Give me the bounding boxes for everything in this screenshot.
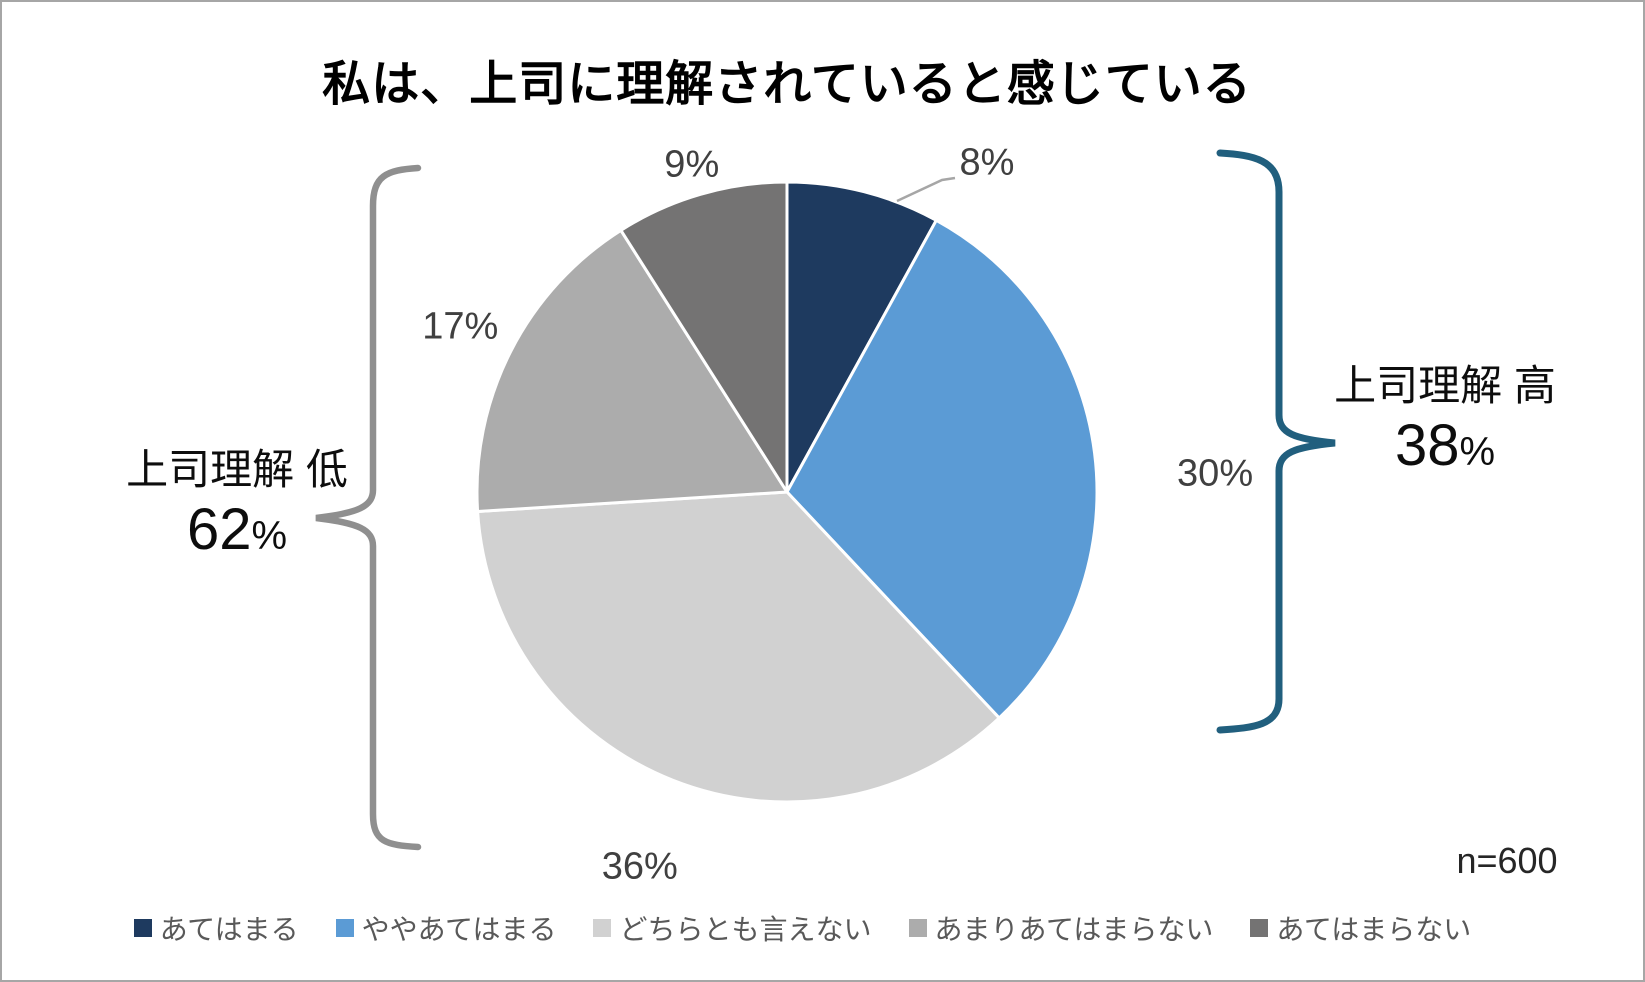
slice-label-5: 9% — [664, 143, 720, 186]
annotation-low-label: 上司理解 低 — [126, 446, 348, 493]
legend-swatch — [133, 919, 152, 937]
legend-label: あてはまらない — [1276, 914, 1472, 945]
legend-item-5: あてはまらない — [1250, 908, 1471, 948]
pie-slices — [475, 180, 1099, 804]
legend-swatch — [908, 919, 927, 937]
pie-slice-5 — [619, 180, 789, 494]
annotation-high-number: 38 — [1394, 412, 1460, 478]
legend-label: あてはまる — [159, 914, 299, 945]
slice-label-3: 36% — [601, 845, 678, 888]
annotation-high: 上司理解 高 38% — [1280, 360, 1610, 479]
legend-label: どちらとも言えない — [619, 914, 872, 945]
chart-title: 私は、上司に理解されていると感じている — [322, 58, 1252, 111]
legend-item-3: どちらとも言えない — [593, 908, 872, 948]
legend-item-2: ややあてはまる — [335, 908, 557, 948]
annotation-low-value: 62% — [87, 497, 387, 564]
pie-slice-3 — [476, 490, 1001, 804]
slice-label-1: 8% — [959, 141, 1015, 184]
legend-swatch — [593, 919, 612, 937]
sample-size: n=600 — [1456, 840, 1558, 881]
pie-slice-2 — [785, 218, 1099, 720]
legend: あてはまる ややあてはまる どちらとも言えない あまりあてはまらない あてはまらない — [2, 908, 1643, 948]
label-leader-line — [896, 176, 956, 203]
legend-label: ややあてはまる — [361, 914, 557, 945]
legend-item-4: あまりあてはまらない — [908, 908, 1214, 948]
annotation-high-label: 上司理解 高 — [1334, 362, 1556, 409]
pie-slice-1 — [785, 180, 938, 494]
annotation-low-percent-sign: % — [251, 513, 288, 558]
slice-label-2: 30% — [1177, 452, 1254, 495]
legend-label: あまりあてはまらない — [934, 914, 1214, 945]
annotation-high-percent-sign: % — [1459, 429, 1496, 474]
legend-swatch — [1250, 919, 1269, 937]
legend-swatch — [335, 919, 354, 937]
legend-item-1: あてはまる — [133, 908, 299, 948]
annotation-low: 上司理解 低 62% — [87, 444, 387, 563]
annotation-high-value: 38% — [1280, 413, 1610, 480]
pie-slice-4 — [475, 228, 789, 513]
annotation-low-number: 62 — [186, 496, 252, 562]
slice-label-4: 17% — [422, 305, 499, 348]
